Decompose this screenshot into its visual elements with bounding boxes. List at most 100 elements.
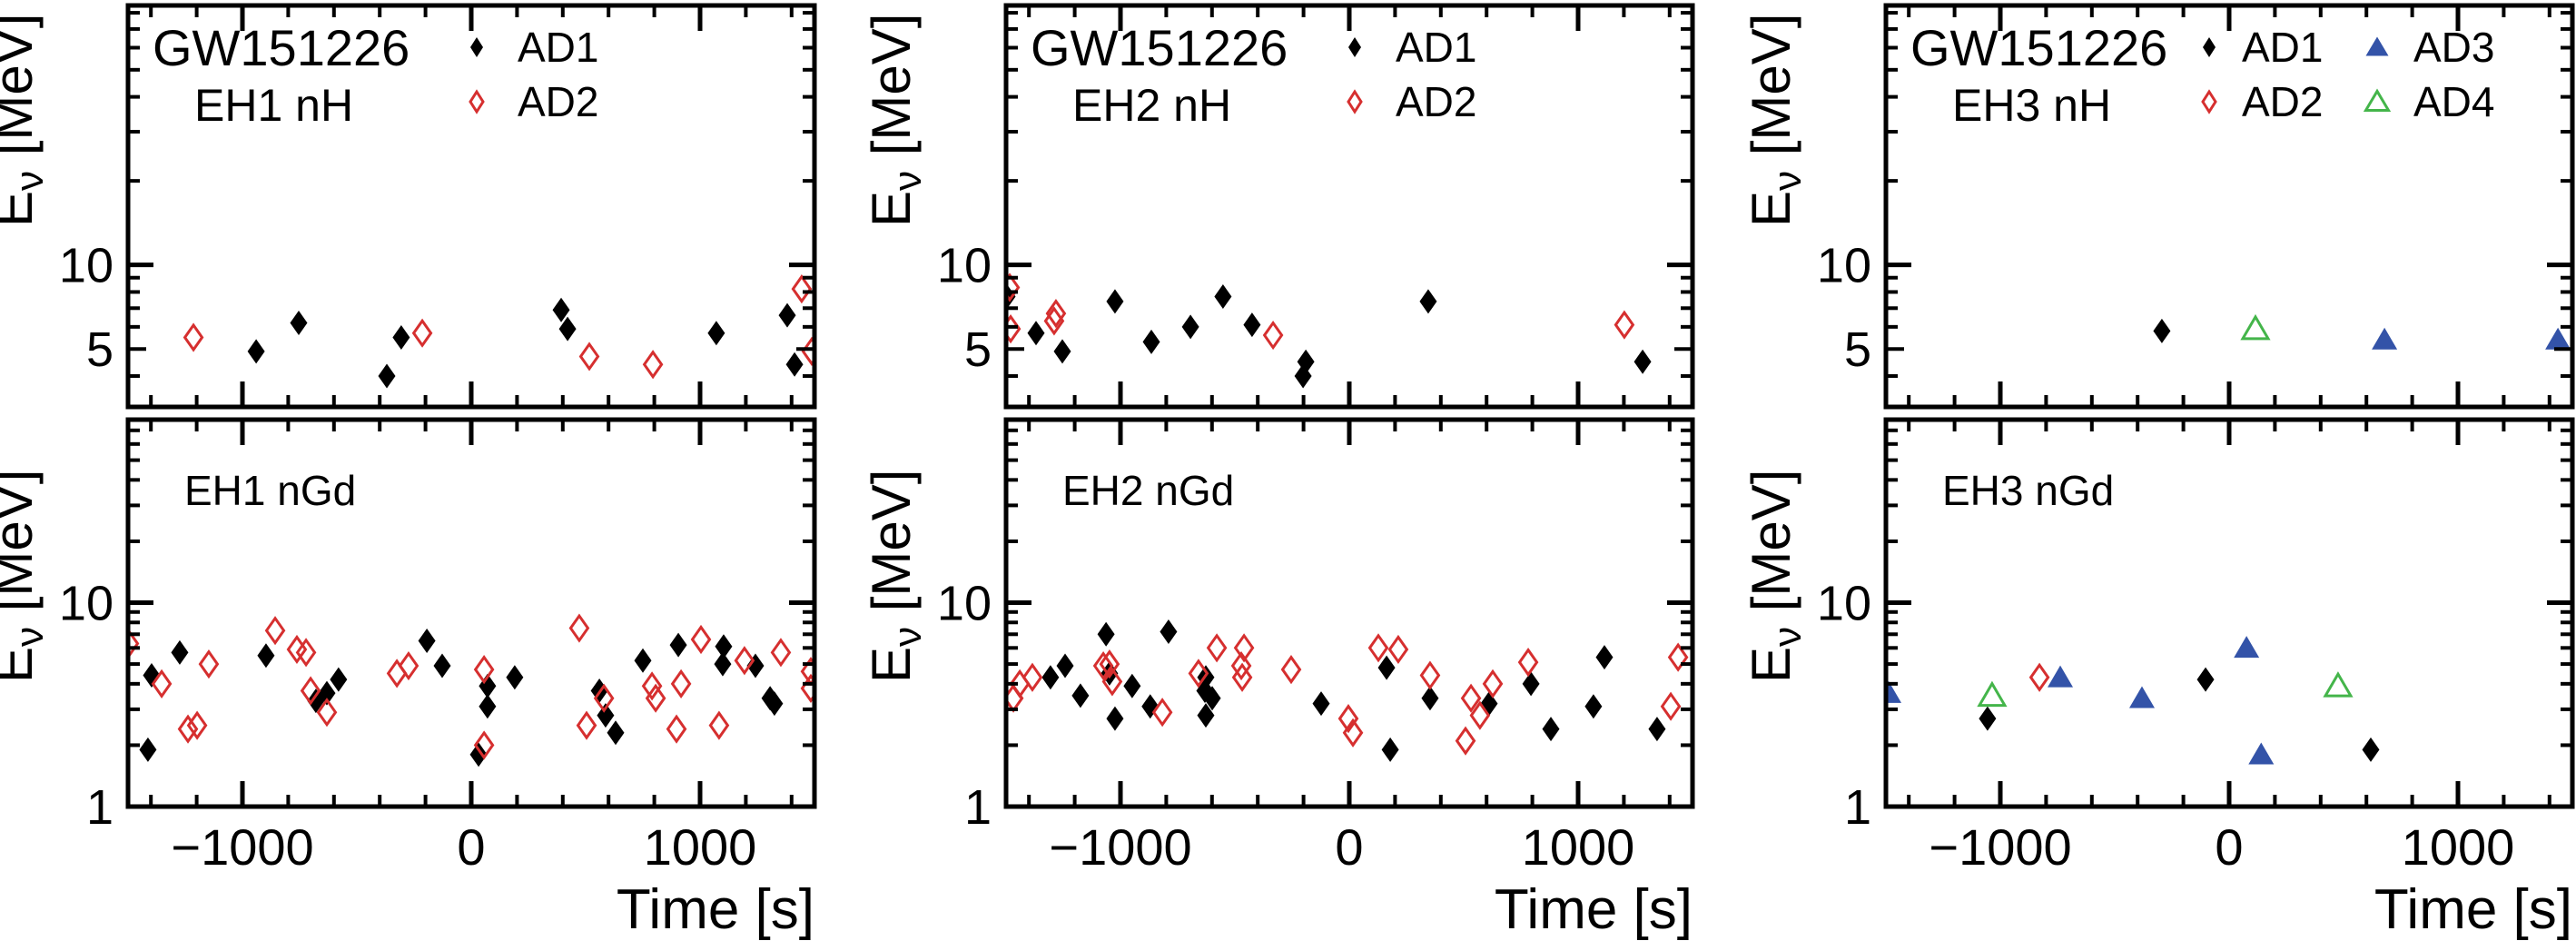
data-point-open-diamond xyxy=(593,683,615,713)
axis-ticks xyxy=(1006,5,1693,407)
data-point-open-diamond xyxy=(708,710,730,740)
data-point-open-diamond xyxy=(151,669,173,698)
data-point-filled-diamond xyxy=(1027,321,1045,346)
data-point-open-diamond xyxy=(568,613,590,643)
data-point-open-diamond xyxy=(264,616,286,646)
data-point-open-diamond xyxy=(177,714,199,744)
data-point-filled-diamond xyxy=(1214,284,1232,310)
data-point-filled-triangle xyxy=(2248,742,2275,765)
y-axis-label: Eν [MeV] xyxy=(1741,470,1810,683)
y-tick-label: 5 xyxy=(964,322,992,377)
data-points-eh1-nh xyxy=(183,274,814,389)
legend-open-triangle xyxy=(2363,88,2392,112)
legend-open-diamond xyxy=(2201,89,2217,114)
data-point-filled-diamond xyxy=(1181,314,1199,340)
data-point-open-diamond xyxy=(791,274,813,304)
legend-label: AD1 xyxy=(1396,24,1476,71)
legend-entry-ad2: AD2 xyxy=(1347,78,1476,125)
legend-entry-ad1: AD1 xyxy=(470,24,598,71)
data-points-eh3-nh xyxy=(2153,313,2571,350)
series-ad2-eh2-ngd xyxy=(1006,633,1689,756)
data-point-open-diamond xyxy=(1455,726,1476,756)
data-point-filled-diamond xyxy=(2196,667,2215,692)
data-point-filled-diamond xyxy=(1160,619,1178,645)
data-point-open-diamond xyxy=(1231,662,1253,692)
legend-entry-ad3: AD3 xyxy=(2365,24,2494,71)
data-point-filled-diamond xyxy=(378,363,396,389)
legend-filled-triangle xyxy=(2365,36,2389,56)
hall-label: EH2 nGd xyxy=(1062,467,1234,514)
data-point-open-diamond xyxy=(1517,648,1539,678)
data-point-filled-triangle xyxy=(2372,327,2398,350)
y-axis-label: Eν [MeV] xyxy=(861,14,930,227)
data-point-open-diamond xyxy=(473,730,495,760)
data-point-filled-diamond xyxy=(1123,673,1141,698)
data-point-open-diamond xyxy=(1006,272,1021,302)
legend-filled-diamond xyxy=(470,37,483,57)
data-point-open-diamond xyxy=(1230,650,1252,681)
data-points-eh2-ngd xyxy=(1006,619,1689,762)
axis-ticks xyxy=(128,5,814,407)
event-title: GW151226 xyxy=(1910,19,2167,76)
y-tick-label: 10 xyxy=(59,577,114,631)
data-point-filled-diamond xyxy=(778,302,796,328)
y-axis-label: Eν [MeV] xyxy=(0,14,52,227)
data-point-filled-diamond xyxy=(1584,694,1603,719)
y-axis-label: Eν [MeV] xyxy=(1741,14,1810,227)
legend-label: AD2 xyxy=(518,78,598,125)
data-point-open-diamond xyxy=(316,698,338,728)
series-ad1-eh1-nh xyxy=(247,297,804,389)
data-point-open-diamond xyxy=(642,350,664,380)
legend-open-diamond xyxy=(1347,89,1363,114)
data-point-open-diamond xyxy=(1367,633,1389,663)
event-title: GW151226 xyxy=(1031,19,1288,76)
data-point-filled-diamond xyxy=(479,694,497,719)
data-point-open-diamond xyxy=(1092,650,1114,681)
series-ad1-eh3-ngd xyxy=(1979,667,2380,762)
data-point-open-diamond xyxy=(198,649,220,679)
legend-filled-diamond xyxy=(2203,37,2216,57)
data-point-filled-triangle xyxy=(2128,686,2155,708)
data-point-filled-diamond xyxy=(1297,349,1315,374)
data-point-filled-diamond xyxy=(1142,329,1160,354)
data-point-open-diamond xyxy=(670,669,692,698)
data-point-filled-diamond xyxy=(1648,717,1666,742)
hall-label: EH3 nGd xyxy=(1942,467,2114,514)
data-point-open-diamond xyxy=(1101,667,1123,697)
data-point-filled-diamond xyxy=(1041,665,1060,690)
legend-entry-ad1: AD1 xyxy=(2203,24,2323,71)
data-point-filled-diamond xyxy=(2153,318,2171,343)
data-point-filled-diamond xyxy=(1053,339,1071,364)
data-point-filled-diamond xyxy=(1421,686,1439,711)
x-tick-label: −1000 xyxy=(1049,818,1191,876)
data-point-open-diamond xyxy=(770,638,792,668)
series-ad1-eh3-nh xyxy=(2153,318,2171,343)
data-point-filled-diamond xyxy=(1419,289,1437,314)
data-point-filled-diamond xyxy=(1197,703,1215,728)
data-point-open-diamond xyxy=(1262,320,1284,351)
data-point-open-diamond xyxy=(398,650,419,681)
data-point-filled-diamond xyxy=(634,648,652,673)
y-tick-label: 10 xyxy=(937,577,992,631)
data-point-filled-diamond xyxy=(785,352,804,377)
axis-ticks xyxy=(1886,5,2572,407)
y-tick-label: 5 xyxy=(86,322,114,377)
x-tick-label: −1000 xyxy=(1929,818,2071,876)
y-tick-label: 1 xyxy=(1844,780,1871,835)
data-point-open-diamond xyxy=(1469,700,1491,730)
data-point-filled-diamond xyxy=(1377,655,1396,680)
hall-label: EH3 nH xyxy=(1952,80,2111,131)
y-axis-label: Eν [MeV] xyxy=(0,470,52,683)
legend-filled-diamond xyxy=(1348,37,1361,57)
data-point-filled-diamond xyxy=(1979,706,1997,731)
data-point-open-diamond xyxy=(645,683,666,713)
series-ad2-eh3-ngd xyxy=(2028,662,2050,692)
data-point-filled-diamond xyxy=(392,324,410,350)
legend-label: AD1 xyxy=(518,24,598,71)
x-tick-label: 1000 xyxy=(644,818,757,876)
